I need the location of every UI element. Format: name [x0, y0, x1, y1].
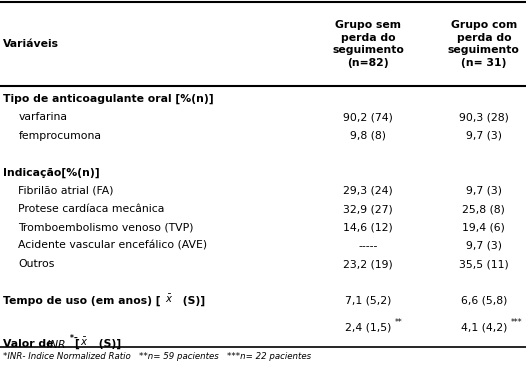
- Text: 7,1 (5,2): 7,1 (5,2): [345, 296, 391, 306]
- Text: ***: ***: [510, 317, 522, 327]
- Text: 14,6 (12): 14,6 (12): [343, 222, 393, 233]
- Text: femprocumona: femprocumona: [18, 131, 102, 141]
- Text: 9,7 (3): 9,7 (3): [466, 186, 502, 196]
- Text: (S)]: (S)]: [179, 296, 206, 306]
- Text: –: –: [74, 334, 77, 343]
- Text: **: **: [394, 317, 402, 327]
- Text: Acidente vascular encefálico (AVE): Acidente vascular encefálico (AVE): [18, 241, 208, 251]
- Text: 90,3 (28): 90,3 (28): [459, 112, 509, 123]
- Text: Grupo com
perda do
seguimento
(n= 31): Grupo com perda do seguimento (n= 31): [448, 21, 520, 68]
- Text: [: [: [74, 339, 78, 349]
- Text: $\mathit{INR}$: $\mathit{INR}$: [46, 338, 66, 350]
- Text: 32,9 (27): 32,9 (27): [343, 204, 393, 214]
- Text: *: *: [69, 334, 73, 343]
- Text: 2,4 (1,5): 2,4 (1,5): [345, 323, 391, 333]
- Text: Tromboembolismo venoso (TVP): Tromboembolismo venoso (TVP): [18, 222, 194, 233]
- Text: 9,8 (8): 9,8 (8): [350, 131, 386, 141]
- Text: 9,7 (3): 9,7 (3): [466, 241, 502, 251]
- Text: 9,7 (3): 9,7 (3): [466, 131, 502, 141]
- Text: 90,2 (74): 90,2 (74): [343, 112, 393, 123]
- Text: Grupo sem
perda do
seguimento
(n=82): Grupo sem perda do seguimento (n=82): [332, 21, 404, 68]
- Text: Fibrilão atrial (FA): Fibrilão atrial (FA): [18, 186, 114, 196]
- Text: Tempo de uso (em anos) [: Tempo de uso (em anos) [: [3, 296, 160, 306]
- Text: 29,3 (24): 29,3 (24): [343, 186, 393, 196]
- Text: *INR- Indice Normalized Ratio   **n= 59 pacientes   ***n= 22 pacientes: *INR- Indice Normalized Ratio **n= 59 pa…: [3, 352, 311, 361]
- Text: 23,2 (19): 23,2 (19): [343, 259, 393, 269]
- Text: Valor de: Valor de: [3, 339, 57, 349]
- Text: (S)]: (S)]: [95, 339, 121, 349]
- Text: $\bar{x}$: $\bar{x}$: [80, 336, 89, 348]
- Text: 19,4 (6): 19,4 (6): [462, 222, 505, 233]
- Text: 6,6 (5,8): 6,6 (5,8): [461, 296, 507, 306]
- Text: Indicação[%(n)]: Indicação[%(n)]: [3, 167, 99, 178]
- Text: Variáveis: Variáveis: [3, 39, 58, 49]
- Text: $\bar{x}$: $\bar{x}$: [165, 293, 173, 305]
- Text: 4,1 (4,2): 4,1 (4,2): [461, 323, 507, 333]
- Text: Tipo de anticoagulante oral [%(n)]: Tipo de anticoagulante oral [%(n)]: [3, 94, 213, 104]
- Text: varfarina: varfarina: [18, 112, 67, 123]
- Text: Protese cardíaca mecânica: Protese cardíaca mecânica: [18, 204, 165, 214]
- Text: Outros: Outros: [18, 259, 55, 269]
- Text: 25,8 (8): 25,8 (8): [462, 204, 505, 214]
- Text: -----: -----: [359, 241, 378, 251]
- Text: 35,5 (11): 35,5 (11): [459, 259, 509, 269]
